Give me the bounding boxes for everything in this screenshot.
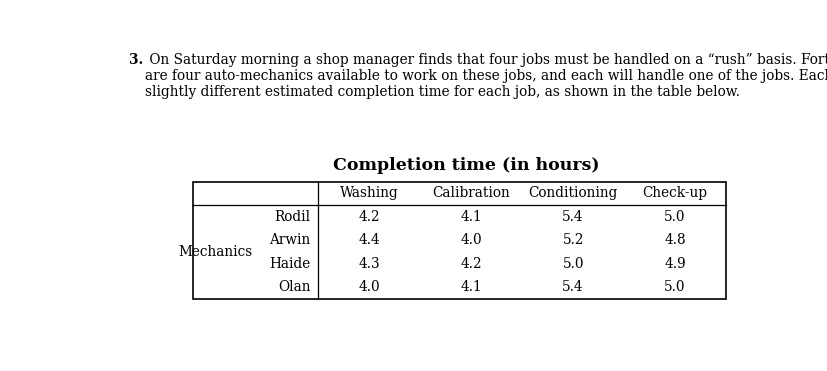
Text: 4.3: 4.3: [358, 257, 380, 270]
Text: Arwin: Arwin: [270, 233, 310, 247]
Text: Check-up: Check-up: [642, 186, 706, 200]
Text: 5.0: 5.0: [663, 210, 685, 224]
Text: 4.0: 4.0: [460, 233, 481, 247]
Text: Haide: Haide: [270, 257, 310, 270]
Text: Rodil: Rodil: [275, 210, 310, 224]
Text: Conditioning: Conditioning: [528, 186, 617, 200]
Text: Olan: Olan: [278, 280, 310, 294]
Text: 4.8: 4.8: [663, 233, 685, 247]
Text: 5.4: 5.4: [562, 210, 583, 224]
Text: Mechanics: Mechanics: [179, 245, 252, 259]
Text: Completion time (in hours): Completion time (in hours): [332, 158, 599, 174]
Text: Washing: Washing: [340, 186, 399, 200]
Text: 4.2: 4.2: [358, 210, 380, 224]
Text: 5.0: 5.0: [663, 280, 685, 294]
Text: 4.0: 4.0: [358, 280, 380, 294]
Text: On Saturday morning a shop manager finds that four jobs must be handled on a “ru: On Saturday morning a shop manager finds…: [145, 53, 827, 99]
Text: 4.4: 4.4: [358, 233, 380, 247]
Text: 5.2: 5.2: [562, 233, 583, 247]
Bar: [193, 182, 725, 299]
Text: 4.1: 4.1: [460, 280, 481, 294]
Text: 4.9: 4.9: [663, 257, 685, 270]
Text: 4.2: 4.2: [460, 257, 481, 270]
Text: 5.0: 5.0: [562, 257, 583, 270]
Text: 5.4: 5.4: [562, 280, 583, 294]
Text: 4.1: 4.1: [460, 210, 481, 224]
Text: 3.: 3.: [129, 53, 143, 67]
Text: Calibration: Calibration: [432, 186, 509, 200]
